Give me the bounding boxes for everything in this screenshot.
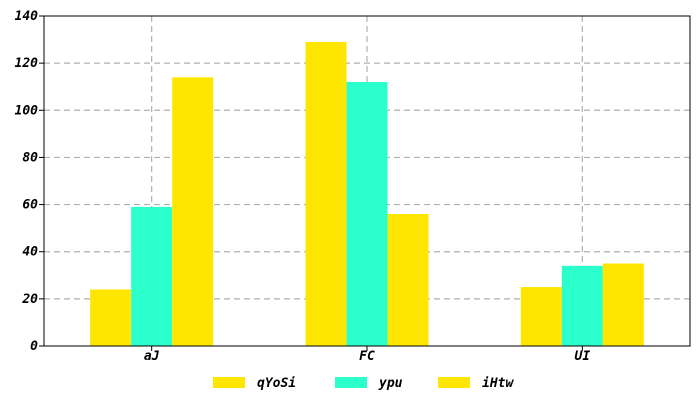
y-tick-label: 40 <box>22 245 38 260</box>
y-tick-label: 0 <box>30 339 38 354</box>
bar-iHtw-aJ <box>172 77 214 347</box>
y-tick-label: 20 <box>21 292 38 307</box>
x-tick-label: aJ <box>144 349 160 364</box>
legend-swatch-iHtw <box>438 377 470 388</box>
x-tick-label: UI <box>575 349 591 364</box>
y-tick-label: 60 <box>22 198 38 213</box>
y-tick-label: 120 <box>15 56 39 71</box>
bars <box>90 41 644 347</box>
bar-qYoSi-FC <box>305 41 347 347</box>
bar-iHtw-UI <box>602 263 644 346</box>
bar-ypu-FC <box>346 82 388 346</box>
bar-ypu-UI <box>561 265 603 346</box>
legend-label-ypu: ypu <box>378 376 403 391</box>
legend-swatch-ypu <box>335 377 367 388</box>
bar-qYoSi-UI <box>520 287 562 346</box>
legend-swatch-qYoSi <box>213 377 245 388</box>
bar-ypu-aJ <box>131 206 173 346</box>
x-tick-label: FC <box>359 349 375 364</box>
legend: qYoSi ypu iHtw <box>213 376 514 391</box>
legend-label-qYoSi: qYoSi <box>257 376 296 391</box>
y-tick-label: 140 <box>15 9 39 24</box>
legend-label-iHtw: iHtw <box>482 376 514 391</box>
y-tick-label: 80 <box>22 150 38 165</box>
y-axis-ticks: 0 20 40 60 80 100 120 140 <box>15 9 44 354</box>
bar-qYoSi-aJ <box>90 289 132 346</box>
y-tick-label: 100 <box>15 103 39 118</box>
bar-iHtw-FC <box>387 214 429 346</box>
x-axis-ticks: aJ FC UI <box>144 346 590 364</box>
